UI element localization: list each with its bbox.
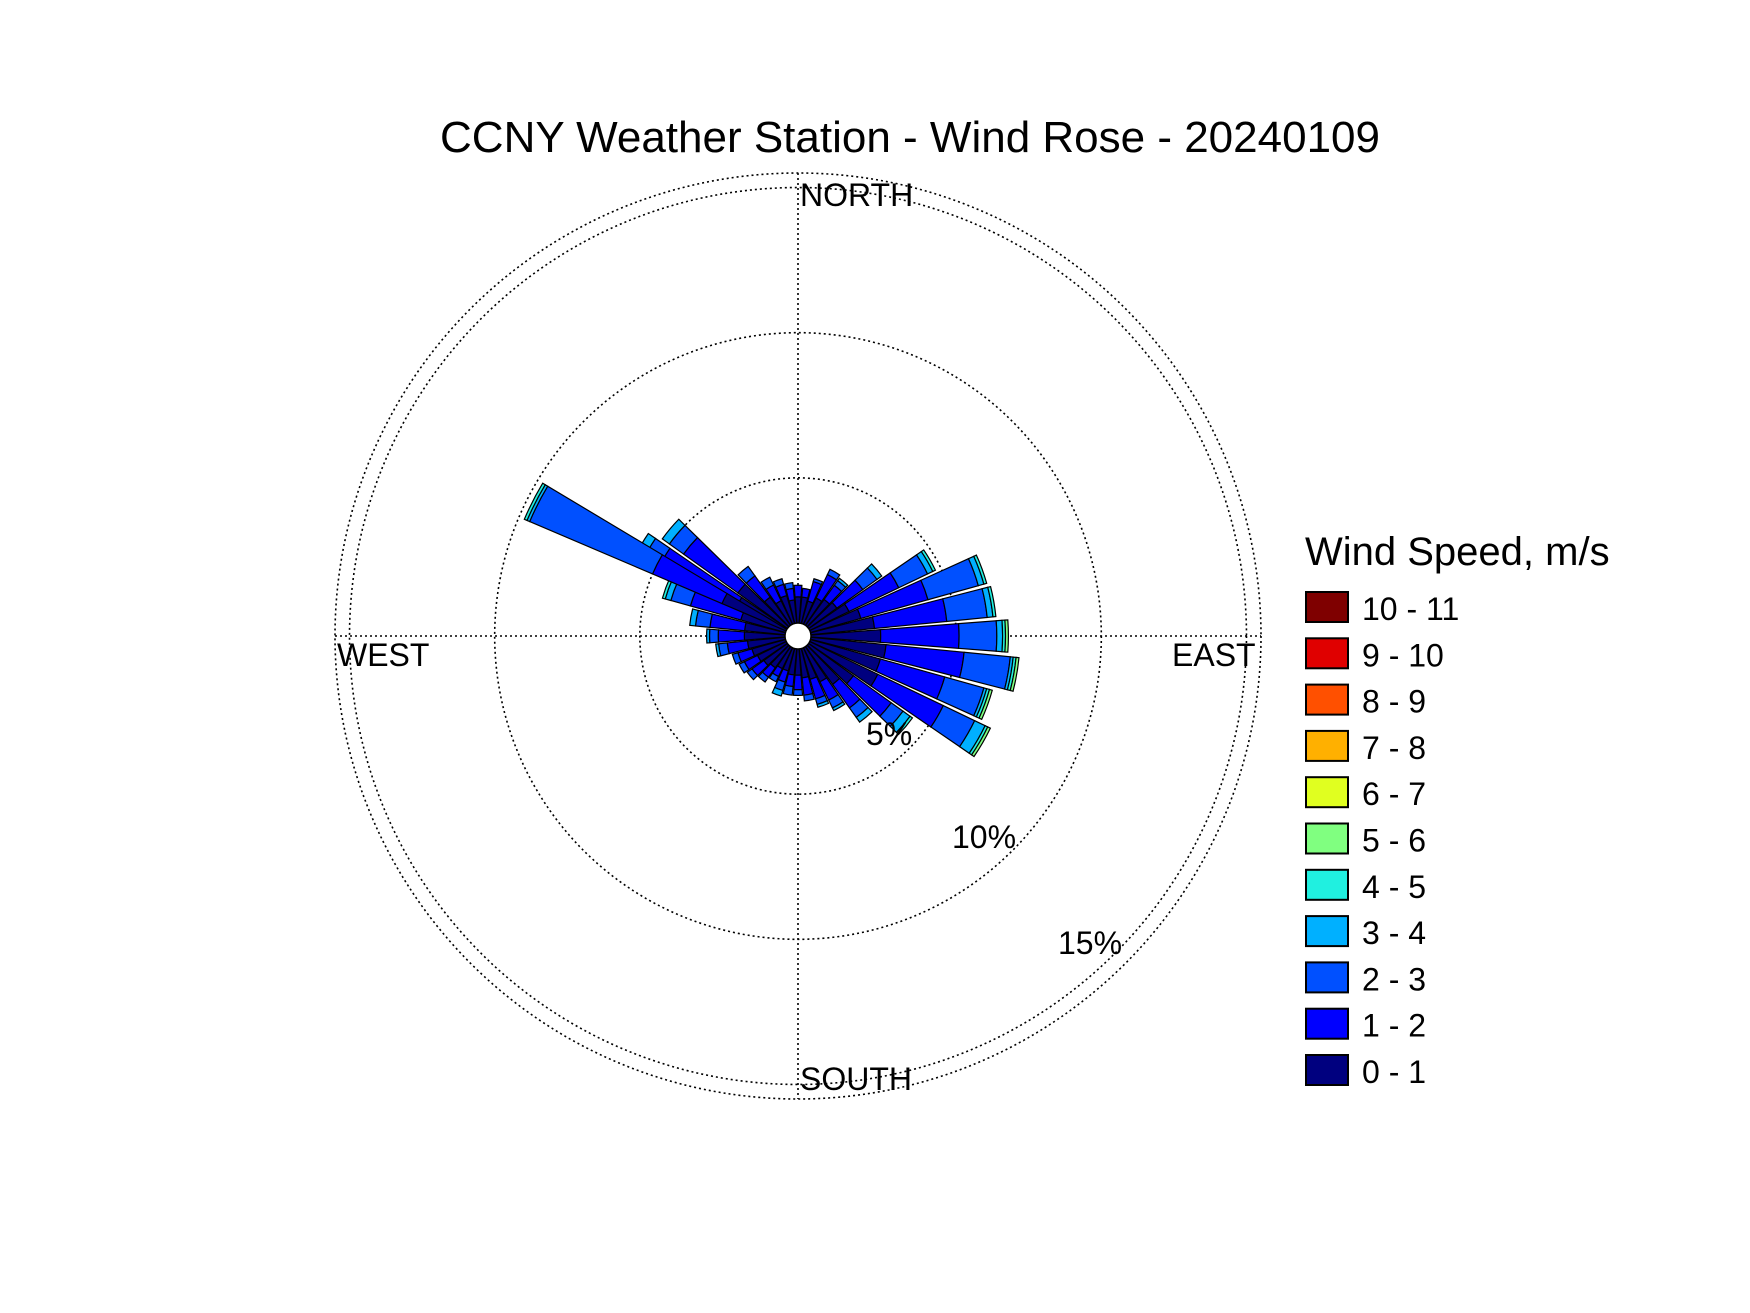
direction-label-south: SOUTH: [800, 1061, 912, 1097]
legend-swatch-9: [1305, 1007, 1349, 1040]
sector-180-bin-1: [793, 674, 803, 691]
legend-label-6: 4 - 5: [1362, 869, 1426, 905]
sector-280-bin-3: [689, 608, 699, 627]
sector-50-bin-3: [866, 563, 883, 581]
legend: 10 - 11 9 - 10 8 - 9 7 - 8 6 - 7 5 - 6 4 - 5 3 …: [1305, 591, 1459, 1090]
legend-label-9: 1 - 2: [1362, 1008, 1426, 1044]
legend-label-3: 7 - 8: [1362, 730, 1426, 766]
legend-swatch-10: [1305, 1054, 1349, 1086]
sector-180-bin-2: [792, 688, 804, 697]
sector-110-bin-5: [978, 688, 994, 721]
sector-210-bin-2: [768, 672, 780, 683]
legend-swatch-0: [1305, 591, 1349, 623]
sector-90-bin-2: [957, 620, 998, 652]
calm-center: [784, 622, 812, 650]
sector-170-bin-2: [803, 692, 815, 702]
direction-label-west: WEST: [337, 637, 429, 673]
sector-100-bin-5: [1009, 656, 1020, 692]
sector-250-bin-2: [731, 652, 743, 665]
sector-310-bin-3: [661, 518, 686, 545]
sector-90-bin-5: [1004, 619, 1010, 653]
legend-swatch-3: [1305, 729, 1349, 762]
wind-sectors: [523, 482, 1020, 758]
legend-swatch-5: [1305, 822, 1349, 855]
sector-40-bin-3: [836, 577, 849, 589]
legend-label-7: 3 - 4: [1362, 915, 1426, 951]
sector-270-bin-1: [717, 629, 746, 643]
sector-240-bin-2: [738, 660, 750, 674]
sector-120-bin-5: [970, 726, 992, 758]
legend-label-1: 9 - 10: [1362, 637, 1444, 673]
calm-circle: [784, 622, 812, 650]
sector-160-bin-3: [816, 699, 830, 708]
sector-190-bin-2: [782, 684, 794, 696]
legend-swatch-1: [1305, 637, 1349, 670]
chart-title: CCNY Weather Station - Wind Rose - 20240…: [440, 113, 1380, 162]
sector-297-bin-4: [523, 482, 547, 522]
sector-320-bin-2: [737, 565, 756, 585]
direction-label-east: EAST: [1172, 637, 1256, 673]
sector-270-bin-2: [708, 628, 720, 644]
legend-label-0: 10 - 11: [1362, 591, 1459, 627]
sector-350-bin-2: [783, 581, 794, 591]
legend-label-2: 8 - 9: [1362, 684, 1426, 720]
sector-220-bin-2: [757, 671, 770, 683]
sector-330-bin-2: [760, 576, 775, 591]
legend-swatch-4: [1305, 776, 1349, 809]
sector-20-bin-2: [812, 577, 824, 586]
legend-label-10: 0 - 1: [1362, 1054, 1426, 1090]
sector-230-bin-2: [746, 668, 759, 681]
sector-260-bin-3: [715, 643, 722, 658]
legend-label-5: 5 - 6: [1362, 823, 1426, 859]
sector-70-bin-4: [972, 554, 988, 585]
sector-60-bin-4: [920, 549, 937, 573]
legend-swatch-2: [1305, 683, 1349, 716]
legend-label-8: 2 - 3: [1362, 961, 1426, 997]
sector-10-bin-1: [801, 587, 811, 599]
sector-30-bin-2: [826, 568, 841, 581]
legend-title: Wind Speed, m/s: [1305, 530, 1610, 574]
direction-label-north: NORTH: [800, 177, 913, 213]
sector-340-bin-2: [772, 577, 785, 588]
sector-90-bin-3: [995, 619, 1004, 653]
sector-0-bin-1: [793, 584, 803, 598]
ring-label-10: 10%: [952, 819, 1016, 855]
sector-130-bin-4: [895, 715, 914, 736]
legend-label-4: 6 - 7: [1362, 776, 1426, 812]
ring-label-15: 15%: [1058, 925, 1122, 961]
sector-270-bin-3: [706, 628, 711, 644]
sector-297-bin-2: [528, 485, 664, 575]
legend-swatch-7: [1305, 915, 1349, 948]
legend-swatch-6: [1305, 868, 1349, 901]
sector-200-bin-3: [771, 686, 784, 697]
ring-label-5: 5%: [866, 716, 912, 752]
sector-80-bin-4: [987, 585, 997, 618]
sector-140-bin-3: [855, 706, 873, 723]
sector-150-bin-3: [831, 700, 846, 712]
legend-swatch-8: [1305, 961, 1349, 994]
